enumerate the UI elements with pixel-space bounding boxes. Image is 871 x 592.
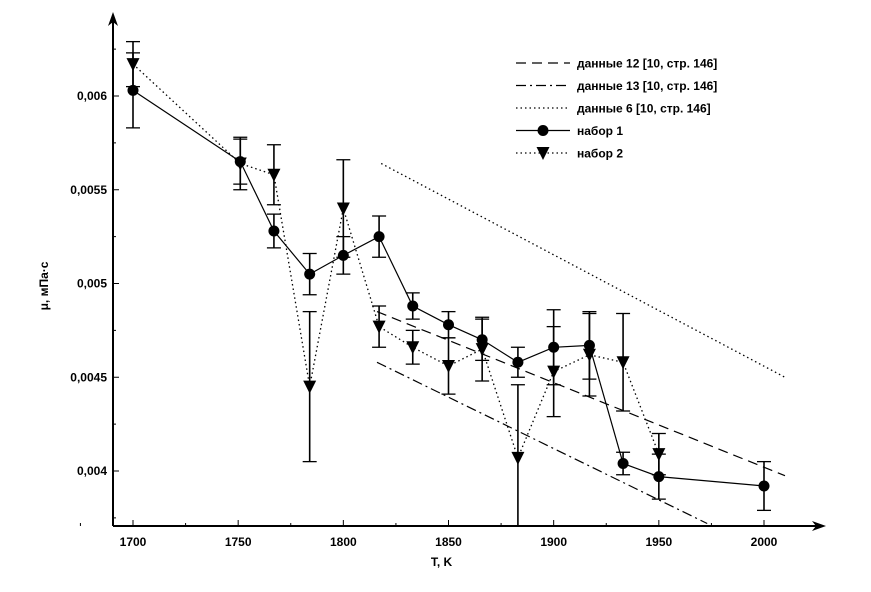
series-4	[126, 52, 771, 512]
legend: данные 12 [10, стр. 146] данные 13 [10, с…	[516, 57, 717, 161]
data-point	[617, 458, 629, 469]
y-tick-label: 0,0055	[70, 183, 107, 197]
data-point	[373, 231, 385, 243]
x-tick-label: 1950	[645, 535, 672, 549]
x-tick-label: 2000	[751, 535, 778, 549]
x-axis-arrow-icon	[812, 521, 826, 531]
legend-label-1: данные 12 [10, стр. 146]	[577, 57, 717, 71]
data-point	[372, 320, 386, 334]
data-point	[233, 157, 247, 171]
x-tick-label: 1700	[120, 535, 147, 549]
data-point	[512, 356, 524, 368]
x-tick-label: 1750	[225, 535, 252, 549]
x-axis-title: T, K	[431, 555, 453, 569]
y-tick-label: 0,006	[77, 89, 107, 103]
data-point	[442, 360, 455, 373]
y-tick-label: 0,004	[77, 464, 107, 478]
series-line	[376, 361, 708, 525]
x-tick-label: 1800	[330, 535, 357, 549]
data-point	[303, 380, 317, 394]
data-point	[616, 356, 630, 370]
legend-label-3: данные 6 [10, стр. 146]	[577, 102, 711, 116]
y-tick-label: 0,0045	[70, 370, 107, 384]
data-point	[268, 225, 280, 237]
data-point	[407, 300, 419, 312]
data-point	[653, 471, 665, 483]
data-point	[582, 348, 596, 362]
data-point	[443, 319, 454, 331]
y-axis-arrow-icon	[108, 12, 118, 26]
legend-marker-5	[536, 147, 550, 160]
data-point	[304, 268, 316, 280]
y-tick-label: 0,005	[77, 277, 107, 291]
data-point	[127, 84, 139, 96]
series-layer	[126, 40, 786, 525]
series-1	[376, 311, 786, 477]
data-point	[547, 365, 561, 379]
data-point	[126, 58, 140, 72]
series-5	[126, 40, 666, 525]
series-2	[376, 361, 708, 525]
data-point	[406, 341, 420, 355]
y-axis-title: μ, мПа·с	[37, 261, 51, 310]
legend-label-5: набор 2	[577, 147, 623, 161]
data-point	[511, 451, 525, 465]
data-point	[336, 202, 350, 216]
legend-label-4: набор 1	[577, 124, 623, 138]
series-line	[132, 89, 765, 487]
x-tick-label: 1900	[540, 535, 567, 549]
axes	[108, 12, 826, 531]
series-line	[376, 311, 786, 477]
x-tick-label: 1850	[435, 535, 462, 549]
data-point	[652, 448, 666, 462]
ticks: 1700 1750 1800 1850 1900 1950 2000 0,004 0,0045 0…	[37, 48, 778, 569]
series-line	[132, 63, 660, 460]
legend-label-2: данные 13 [10, стр. 146]	[577, 79, 717, 93]
data-point	[758, 480, 770, 492]
data-point	[475, 343, 489, 357]
legend-marker-4	[537, 125, 549, 136]
data-point	[267, 168, 281, 182]
